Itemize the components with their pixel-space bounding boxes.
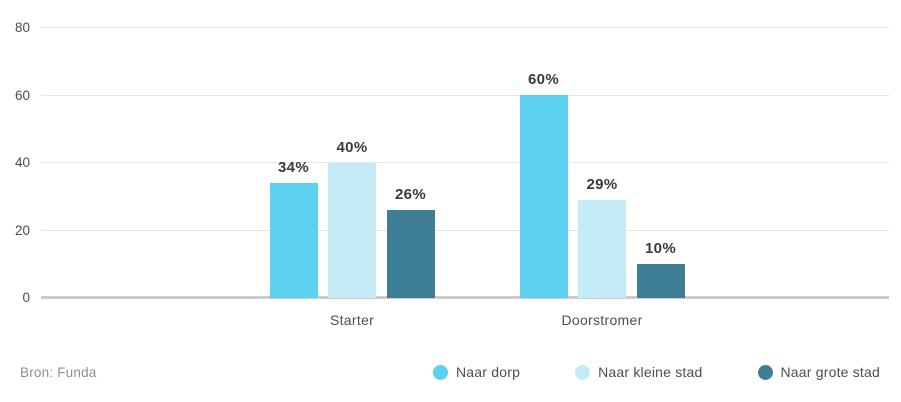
bar — [519, 95, 568, 298]
y-axis-tick-label: 40 — [14, 155, 30, 170]
bar — [269, 182, 318, 298]
legend-item[interactable]: Naar grote stad — [757, 364, 881, 380]
bar-value-label: 60% — [528, 71, 559, 88]
bar — [328, 162, 376, 298]
bar — [636, 263, 685, 298]
legend-label: Naar grote stad — [780, 364, 880, 380]
legend-dot-icon — [433, 364, 448, 380]
bar-value-label: 34% — [278, 158, 309, 176]
x-axis-line — [41, 296, 889, 299]
category-label: Starter — [329, 312, 375, 328]
source-label: Bron: Funda — [20, 365, 97, 380]
gridline — [41, 27, 889, 28]
legend-dot-icon — [757, 364, 773, 380]
legend-dot-icon — [575, 364, 591, 380]
y-axis-tick-label: 20 — [14, 222, 30, 238]
bar-value-label: 10% — [645, 239, 676, 257]
legend: Naar dorp Naar kleine stad Naar grote stad — [433, 363, 880, 381]
gridline — [41, 94, 889, 96]
legend-label: Naar dorp — [456, 364, 521, 380]
bar-value-label: 40% — [336, 138, 368, 156]
legend-item[interactable]: Naar kleine stad — [575, 364, 702, 380]
y-axis-tick-label: 0 — [22, 290, 30, 305]
chart-footer: Bron: Funda Naar dorp Naar kleine stad Naa… — [0, 358, 901, 390]
category-label: Doorstromer — [561, 312, 643, 328]
bar — [578, 199, 626, 298]
y-axis-tick-label: 60 — [14, 87, 30, 103]
y-axis-tick-label: 80 — [14, 20, 30, 35]
legend-label: Naar kleine stad — [598, 364, 703, 380]
bar-value-label: 29% — [586, 175, 618, 193]
gridline — [41, 162, 889, 163]
legend-item[interactable]: Naar dorp — [433, 364, 520, 380]
gridline — [41, 229, 889, 231]
bar — [386, 209, 435, 298]
bar-value-label: 26% — [395, 185, 426, 203]
